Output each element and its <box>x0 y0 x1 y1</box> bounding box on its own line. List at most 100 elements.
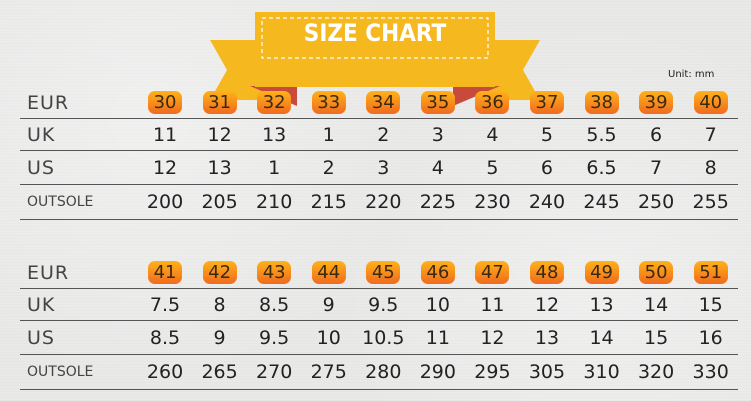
size-cell: 8 <box>704 156 717 179</box>
size-cell: 9 <box>213 326 226 349</box>
size-cell: 215 <box>310 191 347 213</box>
size-cell: 6 <box>540 156 554 179</box>
size-cell: 8.5 <box>149 326 181 349</box>
size-table-2: EUR 41 42 43 44 45 46 47 48 49 50 51 UK 7.5 8 8.5 9 9.5 10… <box>20 257 738 390</box>
size-cell: 37 <box>520 91 575 114</box>
eur-size-badge: 45 <box>366 261 401 284</box>
size-cell: 44 <box>301 261 356 284</box>
size-table-1: EUR 30 31 32 33 34 35 36 37 38 39 40 UK 11 12 13 1 2 3 4 5 5.… <box>20 87 738 220</box>
size-cell: 280 <box>365 361 402 383</box>
row-label: UK <box>27 123 56 146</box>
row-label: US <box>27 156 55 179</box>
size-cell: 5 <box>540 123 554 146</box>
size-row-uk: UK 7.5 8 8.5 9 9.5 10 11 12 13 14 15 <box>20 289 738 321</box>
size-cell: 310 <box>583 361 620 383</box>
eur-size-badge: 42 <box>202 261 237 284</box>
size-cell: 10 <box>316 326 341 349</box>
eur-size-badge: 33 <box>311 91 346 114</box>
size-cell: 2 <box>377 123 390 146</box>
size-cell: 38 <box>574 91 629 114</box>
size-cell: 42 <box>192 261 247 284</box>
eur-size-badge: 47 <box>475 261 510 284</box>
size-cell: 13 <box>589 293 614 316</box>
size-cell: 5 <box>486 156 499 179</box>
size-cell: 45 <box>356 261 411 284</box>
eur-size-badge: 43 <box>257 261 292 284</box>
ribbon-center <box>255 12 495 87</box>
size-cell: 330 <box>692 361 729 383</box>
eur-size-badge: 36 <box>475 91 510 114</box>
size-cell: 5.5 <box>586 123 617 146</box>
size-cell: 8.5 <box>259 293 290 316</box>
size-cell: 30 <box>138 91 193 114</box>
eur-size-badge: 35 <box>420 91 455 114</box>
size-row-us: US 8.5 9 9.5 10 10.5 11 12 13 14 15 16 <box>20 321 738 355</box>
size-row-outsole: OUTSOLE 200 205 210 215 220 225 230 240 245 250 255 <box>20 185 738 220</box>
size-cell: 9.5 <box>259 326 290 349</box>
row-label: EUR <box>27 261 70 284</box>
size-cell: 51 <box>683 261 738 284</box>
size-row-outsole: OUTSOLE 260 265 270 275 280 290 295 305 310 320 330 <box>20 355 738 390</box>
size-cell: 275 <box>310 361 347 383</box>
size-cell: 8 <box>213 293 226 316</box>
size-cell: 265 <box>201 361 238 383</box>
size-cell: 34 <box>356 91 411 114</box>
size-row-eur: EUR 30 31 32 33 34 35 36 37 38 39 40 <box>20 87 738 119</box>
row-label: OUTSOLE <box>27 364 94 380</box>
row-label: OUTSOLE <box>27 194 94 210</box>
eur-size-badge: 39 <box>639 91 674 114</box>
size-cell: 230 <box>474 191 511 213</box>
size-cell: 7 <box>704 123 717 146</box>
eur-size-badge: 50 <box>639 261 674 284</box>
page-title: SIZE CHART <box>303 19 447 47</box>
size-cell: 200 <box>146 191 184 213</box>
size-cell: 12 <box>480 326 505 349</box>
size-cell: 205 <box>201 191 238 213</box>
size-cell: 1 <box>322 123 335 146</box>
eur-size-badge: 48 <box>529 261 564 284</box>
size-cell: 3 <box>377 156 390 179</box>
size-cell: 2 <box>322 156 335 179</box>
ribbon-banner <box>210 12 540 106</box>
size-cell: 295 <box>474 361 511 383</box>
size-cell: 33 <box>301 91 356 114</box>
size-cell: 35 <box>411 91 466 114</box>
size-row-eur: EUR 41 42 43 44 45 46 47 48 49 50 51 <box>20 257 738 289</box>
size-cell: 9 <box>322 293 335 316</box>
size-cell: 305 <box>528 361 566 383</box>
size-cell: 210 <box>256 191 293 213</box>
eur-size-badge: 32 <box>257 91 292 114</box>
eur-size-badge: 30 <box>148 91 183 114</box>
size-cell: 31 <box>192 91 247 114</box>
ribbon-left-tail <box>210 40 265 100</box>
size-cell: 255 <box>692 191 729 213</box>
size-cell: 15 <box>644 326 669 349</box>
unit-label: Unit: mm <box>668 69 715 80</box>
size-cell: 4 <box>431 156 444 179</box>
size-cell: 10 <box>425 293 450 316</box>
size-cell: 15 <box>698 293 723 316</box>
size-cell: 10.5 <box>362 326 405 349</box>
size-cell: 245 <box>583 191 620 213</box>
size-cell: 48 <box>520 261 575 284</box>
eur-size-badge: 46 <box>420 261 455 284</box>
size-cell: 13 <box>534 326 560 349</box>
size-cell: 7.5 <box>149 293 181 316</box>
eur-size-badge: 49 <box>584 261 619 284</box>
size-cell: 13 <box>262 123 287 146</box>
size-cell: 270 <box>256 361 293 383</box>
size-cell: 1 <box>268 156 281 179</box>
size-cell: 14 <box>589 326 614 349</box>
size-cell: 13 <box>207 156 232 179</box>
size-cell: 47 <box>465 261 520 284</box>
size-cell: 7 <box>650 156 663 179</box>
size-row-uk: UK 11 12 13 1 2 3 4 5 5.5 6 7 <box>20 119 738 151</box>
size-cell: 9.5 <box>368 293 399 316</box>
eur-size-badge: 37 <box>529 91 564 114</box>
size-cell: 11 <box>152 123 178 146</box>
eur-size-badge: 34 <box>366 91 401 114</box>
row-label: US <box>27 326 55 349</box>
row-label: UK <box>27 293 56 316</box>
size-cell: 11 <box>480 293 505 316</box>
size-cell: 6.5 <box>586 156 617 179</box>
